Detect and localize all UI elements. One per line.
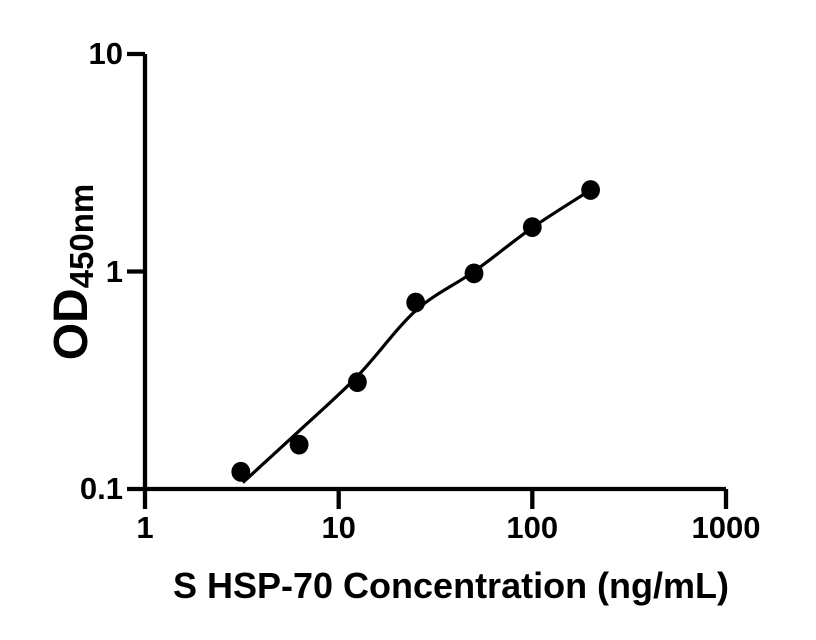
x-tick-label: 100 [506, 510, 559, 545]
data-point [231, 461, 251, 482]
y-axis-title-main: OD [45, 288, 98, 361]
axes-spine [142, 54, 726, 492]
data-point [522, 217, 542, 238]
data-point [289, 434, 309, 455]
data-point [406, 292, 426, 313]
data-point [464, 263, 484, 284]
x-tick-label: 10 [321, 510, 356, 545]
x-tick-label: 1000 [691, 510, 761, 545]
data-point [581, 180, 600, 200]
data-point [348, 372, 367, 392]
y-tick-label: 10 [88, 36, 123, 71]
x-axis-title: S HSP-70 Concentration (ng/mL) [172, 565, 730, 606]
y-tick-label: 0.1 [79, 471, 123, 506]
y-tick-label: 1 [105, 253, 123, 289]
x-tick-label: 1 [136, 510, 154, 545]
